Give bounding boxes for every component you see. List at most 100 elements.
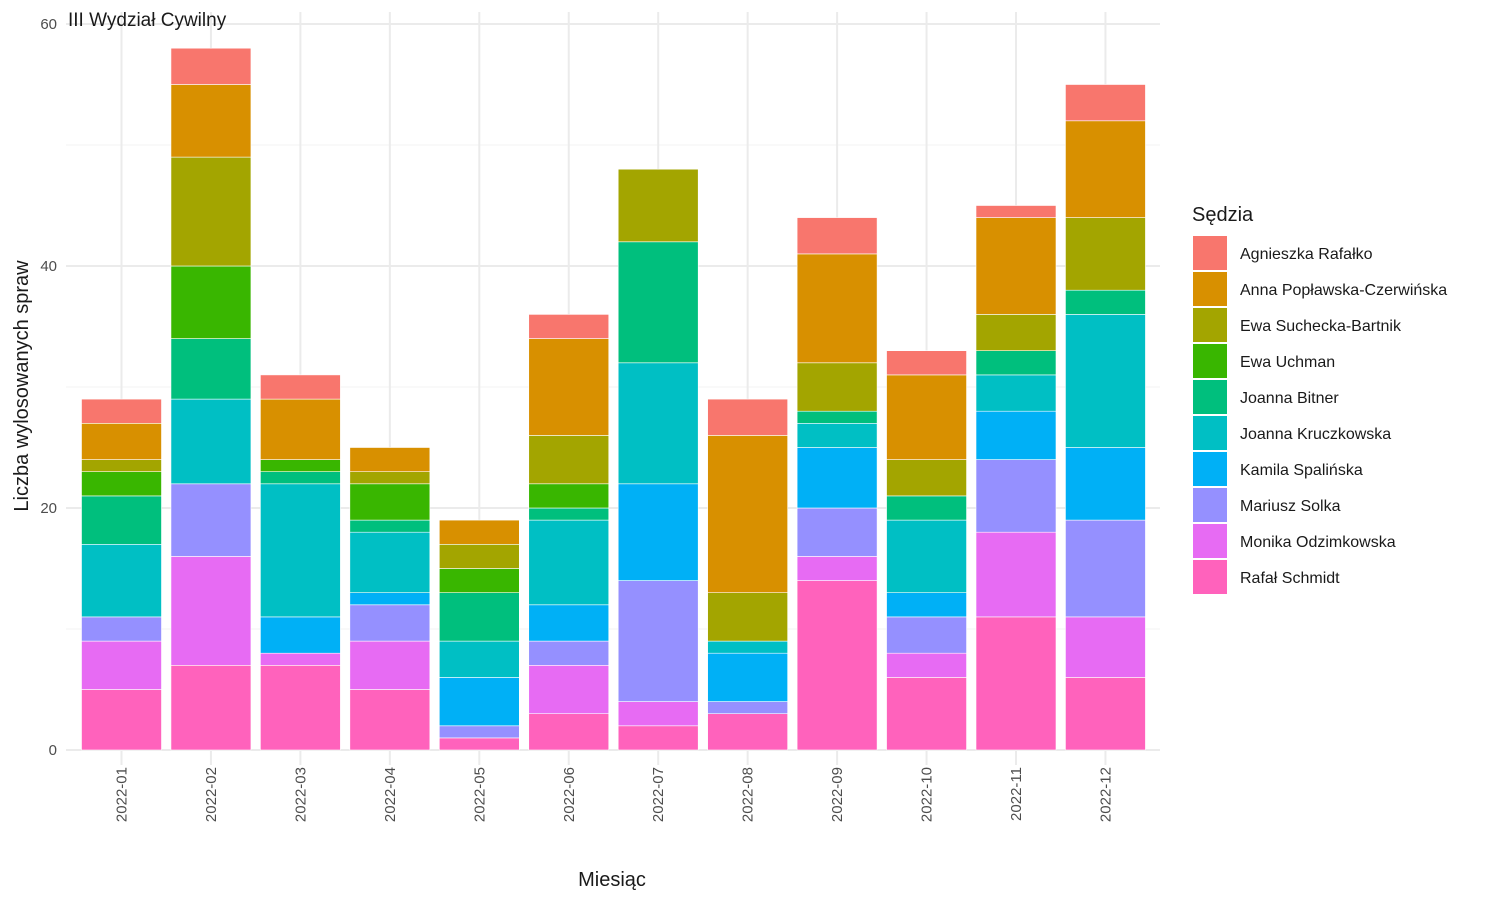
bar-segment: [81, 422, 162, 460]
bar-stack-2022-08: [707, 398, 788, 751]
bar-stack-2022-02: [170, 47, 252, 751]
bar-segment: [170, 398, 252, 485]
bar-segment: [170, 556, 252, 666]
legend-item: Agnieszka Rafałko: [1193, 236, 1373, 270]
bar-segment: [707, 592, 788, 642]
bar-segment: [975, 374, 1057, 412]
y-tick-label: 20: [40, 500, 57, 517]
bar-segment: [1065, 616, 1146, 678]
bar-segment: [1065, 447, 1146, 521]
x-axis: 2022-01 2022-02 2022-03 2022-04 2022-05 2022-…: [114, 767, 1115, 822]
y-tick-label: 0: [49, 742, 57, 759]
bar-segment: [528, 314, 610, 339]
bar-segment: [796, 556, 878, 581]
legend-label: Monika Odzimkowska: [1240, 534, 1396, 551]
legend-key: [1193, 236, 1227, 270]
y-axis-title: Liczba wylosowanych spraw: [11, 260, 33, 512]
bar-segment: [886, 592, 967, 618]
bar-segment: [438, 640, 520, 678]
x-tick-label: 2022-06: [561, 767, 578, 822]
bar-segment: [1065, 519, 1146, 618]
legend-key: [1193, 416, 1227, 450]
x-axis-title: Miesiąc: [578, 869, 646, 891]
bar-segment: [81, 543, 162, 618]
legend-key: [1193, 488, 1227, 522]
legend-item: Joanna Bitner: [1193, 380, 1339, 414]
bar-segment: [796, 580, 878, 751]
bar-segment: [975, 531, 1057, 618]
bar-segment: [796, 410, 878, 424]
bar-segment: [707, 640, 788, 654]
bar-segment: [349, 519, 431, 533]
bar-segment: [886, 374, 967, 460]
bar-segment: [617, 362, 699, 485]
bar-segment: [81, 398, 162, 424]
legend-label: Joanna Bitner: [1240, 390, 1339, 407]
chart-title: III Wydział Cywilny: [68, 10, 227, 31]
legend: Sędzia Agnieszka Rafałko Anna Popławska-C…: [1192, 204, 1447, 594]
bar-segment: [528, 338, 610, 436]
bar-segment: [349, 592, 431, 606]
bar-segment: [260, 459, 341, 473]
bar-stack-2022-07: [617, 168, 699, 751]
bar-segment: [528, 435, 610, 485]
bar-segment: [1065, 120, 1146, 218]
bar-segment: [796, 253, 878, 364]
bar-segment: [707, 398, 788, 436]
bars: [81, 47, 1146, 751]
y-tick-label: 40: [40, 258, 57, 275]
bar-segment: [349, 531, 431, 594]
bar-segment: [886, 459, 967, 497]
bar-segment: [438, 519, 520, 545]
x-tick-label: 2022-02: [203, 767, 220, 822]
legend-key: [1193, 380, 1227, 414]
legend-label: Anna Popławska-Czerwińska: [1240, 282, 1447, 299]
legend-item: Mariusz Solka: [1193, 488, 1341, 522]
bar-segment: [975, 616, 1057, 751]
bar-segment: [796, 447, 878, 509]
bar-segment: [260, 398, 341, 460]
x-tick-label: 2022-07: [650, 767, 667, 822]
bar-segment: [260, 616, 341, 654]
legend-label: Joanna Kruczkowska: [1240, 426, 1391, 443]
bar-segment: [438, 568, 520, 594]
legend-item: Rafał Schmidt: [1193, 560, 1340, 594]
bar-segment: [1065, 84, 1146, 122]
bar-segment: [617, 580, 699, 702]
legend-item: Monika Odzimkowska: [1193, 524, 1396, 558]
bar-segment: [975, 410, 1057, 460]
bar-segment: [886, 495, 967, 521]
bar-stack-2022-04: [349, 447, 431, 751]
bar-segment: [528, 483, 610, 509]
bar-segment: [170, 84, 252, 158]
x-tick-label: 2022-09: [829, 767, 846, 822]
bar-segment: [170, 47, 252, 85]
legend-item: Anna Popławska-Czerwińska: [1193, 272, 1447, 306]
legend-item: Kamila Spalińska: [1193, 452, 1363, 486]
x-tick-label: 2022-08: [740, 767, 757, 822]
bar-stack-2022-12: [1065, 84, 1146, 751]
legend-label: Ewa Suchecka-Bartnik: [1240, 318, 1402, 335]
legend-label: Kamila Spalińska: [1240, 462, 1363, 479]
bar-segment: [617, 725, 699, 751]
legend-label: Ewa Uchman: [1240, 354, 1335, 371]
bar-segment: [349, 640, 431, 690]
bar-segment: [170, 156, 252, 267]
bar-segment: [617, 483, 699, 581]
legend-key: [1193, 308, 1227, 342]
bar-segment: [81, 616, 162, 642]
bar-segment: [617, 701, 699, 727]
bar-segment: [1065, 314, 1146, 448]
bar-segment: [438, 677, 520, 727]
bar-segment: [260, 652, 341, 666]
legend-key: [1193, 560, 1227, 594]
bar-segment: [170, 664, 252, 751]
bar-segment: [349, 471, 431, 485]
bar-segment: [1065, 677, 1146, 751]
bar-segment: [260, 374, 341, 400]
bar-segment: [260, 664, 341, 751]
bar-segment: [528, 664, 610, 714]
bar-stack-2022-01: [81, 398, 162, 751]
bar-segment: [796, 507, 878, 557]
